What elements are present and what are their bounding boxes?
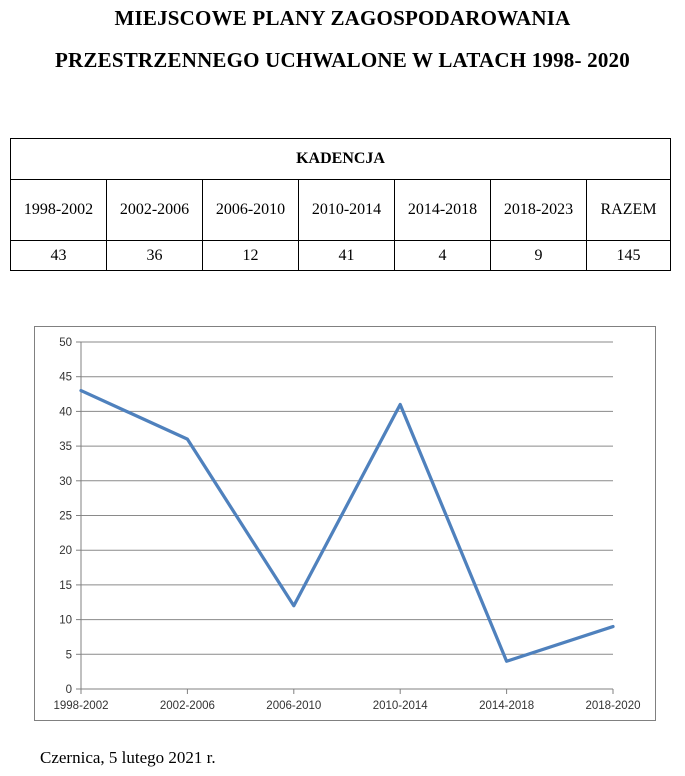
chart-series-line <box>79 388 615 663</box>
period-cell: 2018-2023 <box>490 179 587 241</box>
chart-x-tick-labels: 1998-2002 2002-2006 2006-2010 2010-2014 2014… <box>54 700 641 712</box>
razem-value-cell: 145 <box>585 240 672 271</box>
razem-header-cell: RAZEM <box>585 179 672 241</box>
y-tick-label: 50 <box>59 337 72 349</box>
document-title: MIEJSCOWE PLANY ZAGOSPODAROWANIA PRZESTR… <box>0 0 685 81</box>
chart-gridlines <box>81 341 613 655</box>
value-cell: 36 <box>106 240 203 271</box>
y-tick-label: 45 <box>59 372 72 384</box>
x-tick-label: 2018-2020 <box>586 700 641 712</box>
table-row-periods: 1998-2002 2002-2006 2006-2010 2010-2014 … <box>10 179 672 241</box>
table-header-kadencja: KADENCJA <box>9 138 672 180</box>
y-tick-label: 5 <box>66 649 72 661</box>
footer-date: Czernica, 5 lutego 2021 r. <box>40 748 216 767</box>
period-cell: 2014-2018 <box>394 179 491 241</box>
title-line-2: PRZESTRZENNEGO UCHWALONE W LATACH 1998- … <box>55 48 630 72</box>
x-tick-label: 2010-2014 <box>373 700 429 712</box>
y-tick-label: 35 <box>59 441 72 453</box>
series-polyline <box>79 388 615 663</box>
y-tick-label: 15 <box>59 580 72 592</box>
value-cell: 12 <box>202 240 299 271</box>
y-tick-label: 25 <box>59 511 72 523</box>
value-cell: 4 <box>394 240 491 271</box>
period-cell: 2006-2010 <box>202 179 299 241</box>
period-cell: 2010-2014 <box>298 179 395 241</box>
table-header-row: KADENCJA <box>9 138 672 180</box>
period-cell: 1998-2002 <box>10 179 107 241</box>
value-cell: 9 <box>490 240 587 271</box>
period-cell: 2002-2006 <box>106 179 203 241</box>
chart-y-tick-labels: 0 5 10 15 20 25 30 35 40 45 50 <box>59 337 72 696</box>
chart-axes <box>76 341 614 694</box>
x-tick-label: 2006-2010 <box>266 700 321 712</box>
y-tick-label: 40 <box>59 406 72 418</box>
y-tick-label: 0 <box>66 684 72 696</box>
x-tick-label: 1998-2002 <box>54 700 109 712</box>
value-cell: 41 <box>298 240 395 271</box>
y-tick-label: 10 <box>59 615 72 627</box>
table-row-values: 43 36 12 41 4 9 145 <box>10 240 672 271</box>
x-tick-label: 2014-2018 <box>479 700 534 712</box>
kadencja-table: KADENCJA 1998-2002 2002-2006 2006-2010 2… <box>9 138 672 271</box>
x-tick-label: 2002-2006 <box>160 700 215 712</box>
y-tick-label: 20 <box>59 545 72 557</box>
title-line-1: MIEJSCOWE PLANY ZAGOSPODAROWANIA <box>114 6 571 30</box>
value-cell: 43 <box>10 240 107 271</box>
y-tick-label: 30 <box>59 476 72 488</box>
line-chart-canvas: 0 5 10 15 20 25 30 35 40 45 50 1998-2002 2002-2006 20… <box>54 337 641 712</box>
line-chart: 0 5 10 15 20 25 30 35 40 45 50 1998-2002 2002-2006 20… <box>34 326 656 721</box>
